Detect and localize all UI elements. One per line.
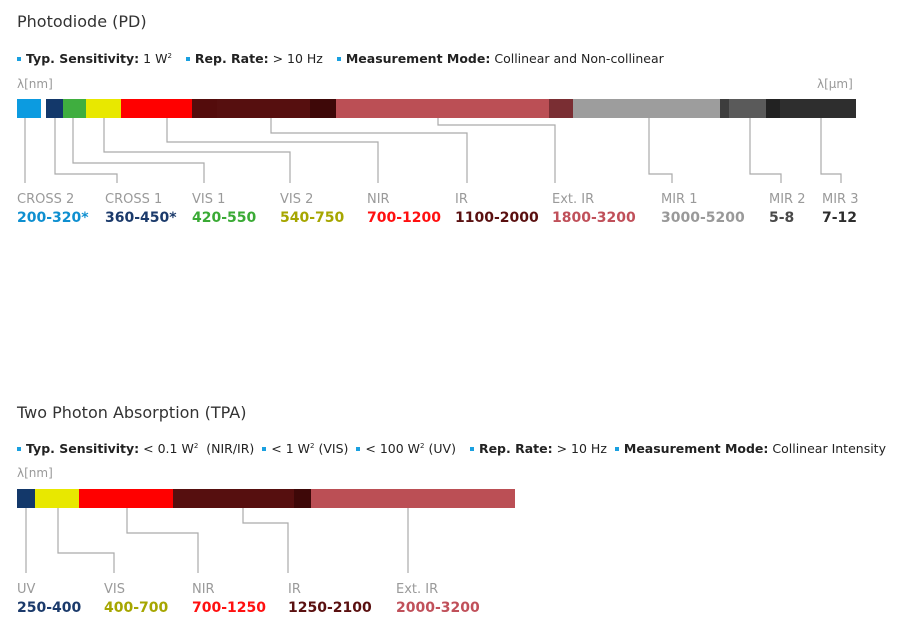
band-name: Ext. IR — [396, 582, 438, 597]
band-range: 200-320* — [17, 210, 89, 226]
band-range: 1100-2000 — [455, 210, 539, 226]
band-name: NIR — [367, 192, 390, 207]
sensitivity-vis: < 1 W — [271, 441, 310, 456]
sup: 2 — [310, 442, 314, 450]
connector-nir — [167, 118, 378, 183]
bullet-icon — [17, 447, 21, 451]
sensitivity-label: Typ. Sensitivity: — [26, 441, 139, 456]
band-name: UV — [17, 582, 35, 597]
connector-tpa-nir — [127, 508, 198, 573]
band-name: MIR 2 — [769, 192, 806, 207]
sensitivity-nir-ir-suffix: (NIR/IR) — [206, 441, 254, 456]
bullet-icon — [356, 447, 360, 451]
band-range: 420-550 — [192, 210, 256, 226]
band-range: 700-1250 — [192, 600, 266, 616]
band-name: CROSS 2 — [17, 192, 74, 207]
tpa-unit-nm: λ[nm] — [17, 466, 53, 480]
bullet-icon — [615, 447, 619, 451]
band-name: MIR 1 — [661, 192, 698, 207]
band-range: 1250-2100 — [288, 600, 372, 616]
sensitivity-uv: < 100 W — [365, 441, 420, 456]
band-name: CROSS 1 — [105, 192, 162, 207]
connector-mir3 — [821, 118, 841, 183]
connector-ir — [271, 118, 467, 183]
connector-tpa-ir — [243, 508, 288, 573]
band-range: 360-450* — [105, 210, 177, 226]
connector-mir1 — [649, 118, 672, 183]
band-range: 7-12 — [822, 210, 857, 226]
sensitivity-vis-suffix: (VIS) — [318, 441, 348, 456]
tpa-title: Two Photon Absorption (TPA) — [17, 403, 246, 422]
band-range: 700-1200 — [367, 210, 441, 226]
segment-ir — [173, 489, 294, 508]
band-name: Ext. IR — [552, 192, 594, 207]
connector-vis1 — [73, 118, 204, 183]
connector-vis2 — [104, 118, 290, 183]
sup: 2 — [194, 442, 198, 450]
band-range: 3000-5200 — [661, 210, 745, 226]
mode-label: Measurement Mode: — [624, 441, 769, 456]
tpa-info-line: Typ. Sensitivity: < 0.1 W2 (NIR/IR) < 1 … — [17, 441, 886, 456]
segment-uv — [17, 489, 35, 508]
rep-rate-label: Rep. Rate: — [479, 441, 553, 456]
band-name: VIS — [104, 582, 125, 597]
segment-nir — [79, 489, 173, 508]
connector-ext-ir — [438, 118, 555, 183]
segment-ext-ir — [311, 489, 515, 508]
band-name: IR — [455, 192, 468, 207]
connector-cross1 — [55, 118, 117, 183]
segment-ir-ext-overlap — [294, 489, 311, 508]
band-range: 250-400 — [17, 600, 81, 616]
band-name: VIS 1 — [192, 192, 225, 207]
band-name: NIR — [192, 582, 215, 597]
bullet-icon — [470, 447, 474, 451]
mode-value: Collinear Intensity — [772, 441, 886, 456]
band-name: IR — [288, 582, 301, 597]
segment-vis — [35, 489, 79, 508]
sensitivity-nir-ir: < 0.1 W — [143, 441, 194, 456]
band-range: 5-8 — [769, 210, 794, 226]
band-name: MIR 3 — [822, 192, 859, 207]
band-range: 400-700 — [104, 600, 168, 616]
bullet-icon — [262, 447, 266, 451]
sup: 2 — [420, 442, 424, 450]
band-range: 1800-3200 — [552, 210, 636, 226]
sensitivity-uv-suffix: (UV) — [429, 441, 456, 456]
band-range: 2000-3200 — [396, 600, 480, 616]
band-name: VIS 2 — [280, 192, 313, 207]
connector-mir2 — [750, 118, 781, 183]
rep-rate-value: > 10 Hz — [557, 441, 607, 456]
connector-vis — [58, 508, 114, 573]
band-range: 540-750 — [280, 210, 344, 226]
